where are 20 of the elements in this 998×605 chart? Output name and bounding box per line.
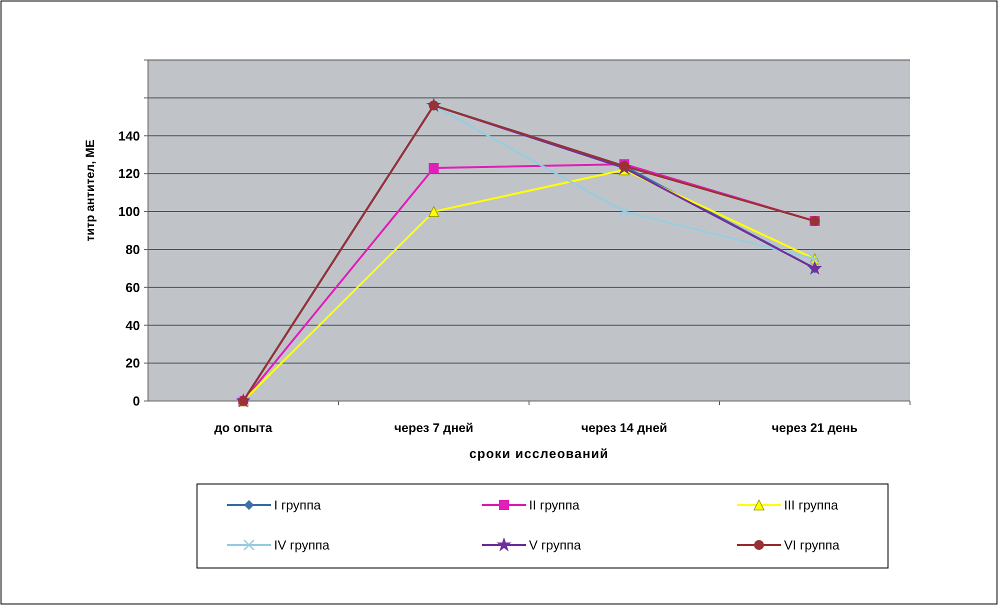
legend-label: II группа	[529, 498, 580, 513]
y-tick-label: 60	[126, 280, 140, 295]
x-tick-label: до опыта	[214, 421, 274, 435]
legend-label: III группа	[784, 498, 839, 513]
y-axis-title: титр антител, МЕ	[83, 140, 97, 242]
y-tick-label: 0	[132, 394, 140, 409]
y-tick-label: 80	[126, 242, 140, 257]
x-axis-title: сроки исслеований	[469, 446, 609, 461]
y-tick-label: 120	[118, 166, 140, 182]
y-tick-label: 40	[126, 318, 140, 333]
x-tick-label: через 14 дней	[581, 421, 668, 435]
y-tick-label: 140	[118, 128, 140, 144]
legend-label: VI группа	[784, 538, 840, 553]
legend-label: I группа	[274, 498, 322, 513]
x-tick-label: через 21 день	[772, 421, 858, 435]
y-tick-label: 20	[126, 356, 140, 371]
x-tick-label: через 7 дней	[394, 421, 474, 435]
legend-label: V группа	[529, 538, 582, 553]
legend-label: IV группа	[274, 538, 330, 553]
y-tick-label: 100	[118, 204, 140, 220]
